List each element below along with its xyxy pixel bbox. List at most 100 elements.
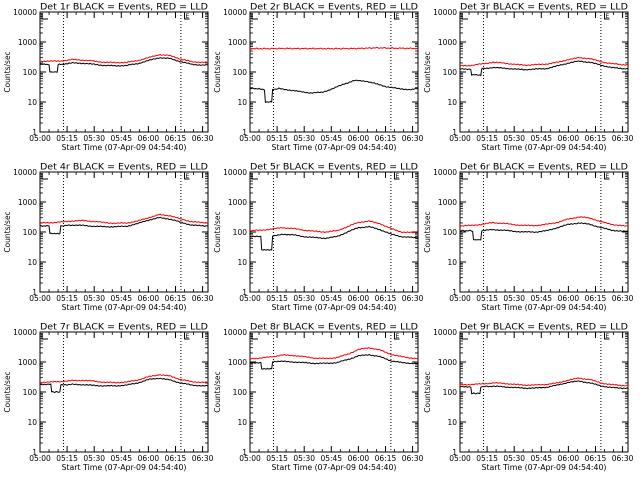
y-axis-label: Counts/sec [3,211,12,252]
panel-det-8: Det 8r BLACK = Events, RED = LLD 1 10 100 10… [213,322,424,473]
y-tick-label: 1000 [438,358,457,367]
x-tick-label: 06:30 [192,134,214,143]
flag-mark [394,173,400,180]
plot-frame [39,11,209,133]
y-tick-label: 1000 [18,198,37,207]
x-tick-label: 05:45 [530,134,552,143]
corner-mark [251,174,258,180]
x-tick-label: 05:45 [530,454,552,463]
x-tick-label: 05:15 [56,454,78,463]
y-tick-label: 10000 [13,168,37,177]
x-tick-label: 06:15 [375,294,397,303]
y-axis: 1 10 100 1000 10000 [223,168,418,297]
x-axis-label: Start Time (07-Apr-09 04:54:40) [272,463,397,472]
flag-label: E [606,333,610,340]
x-axis: 05:00 05:15 05:30 05:45 06:00 06:15 06:30 [449,12,634,143]
y-tick-label: 1 [32,128,37,137]
x-tick-label: 06:00 [138,294,160,303]
x-tick-label: 06:15 [165,134,187,143]
y-tick-label: 10 [447,258,457,267]
y-tick-label: 1 [242,448,247,457]
corner-mark [251,14,258,20]
x-tick-label: 06:30 [402,134,424,143]
x-tick-label: 05:30 [83,454,105,463]
y-axis: 1 10 100 1000 10000 [223,328,418,457]
panel-det-9: Det 9r BLACK = Events, RED = LLD 1 10 100 10… [423,322,634,473]
series-line-red [39,54,208,64]
x-tick-label: 06:00 [558,454,580,463]
flag-mark [604,173,610,180]
flag-mark [184,173,190,180]
x-tick-label: 05:15 [266,134,288,143]
y-tick-label: 1000 [438,38,457,47]
y-tick-label: 10000 [433,328,457,337]
corner-mark [41,14,48,20]
y-tick-label: 100 [23,68,38,77]
panel-title: Det 5r BLACK = Events, RED = LLD [250,162,418,172]
x-tick-label: 06:15 [585,454,607,463]
flag-mark [184,333,190,340]
flag-label: E [186,173,190,180]
y-tick-label: 10000 [223,168,247,177]
y-tick-label: 1 [242,128,247,137]
x-axis-label: Start Time (07-Apr-09 04:54:40) [482,463,607,472]
y-axis: 1 10 100 1000 10000 [433,328,628,457]
y-tick-label: 1 [452,448,457,457]
panel-title: Det 4r BLACK = Events, RED = LLD [40,162,208,172]
corner-mark [461,334,468,340]
x-tick-label: 05:30 [293,454,315,463]
series-line-black [249,225,419,251]
x-tick-label: 05:30 [503,454,525,463]
flag-mark [394,13,400,20]
corner-mark [461,174,468,180]
x-tick-label: 05:45 [110,454,132,463]
y-tick-label: 100 [443,388,458,397]
x-tick-label: 06:15 [585,134,607,143]
x-tick-label: 05:45 [320,454,342,463]
y-tick-label: 1 [32,448,37,457]
y-tick-label: 10 [237,258,247,267]
x-axis: 05:00 05:15 05:30 05:45 06:00 06:15 06:30 [239,172,424,303]
x-axis-label: Start Time (07-Apr-09 04:54:40) [272,303,397,312]
series-line-red [249,46,419,50]
x-tick-label: 05:15 [56,134,78,143]
plot-frame [459,11,629,133]
x-axis: 05:00 05:15 05:30 05:45 06:00 06:15 06:30 [29,12,214,143]
y-axis-label: Counts/sec [213,371,222,412]
x-tick-label: 05:45 [530,294,552,303]
y-tick-label: 1000 [228,198,247,207]
y-axis-label: Counts/sec [213,51,222,92]
series-line-red [459,57,629,67]
series-line-black [249,354,419,370]
series-line-black [249,79,419,103]
y-tick-label: 100 [233,388,248,397]
y-tick-label: 100 [233,68,248,77]
panel-det-6: Det 6r BLACK = Events, RED = LLD 1 10 100 10… [423,162,634,313]
x-tick-label: 05:00 [29,454,51,463]
x-axis-label: Start Time (07-Apr-09 04:54:40) [272,143,397,152]
x-tick-label: 06:15 [585,294,607,303]
y-tick-label: 1 [452,128,457,137]
x-tick-label: 05:15 [476,294,498,303]
y-axis-label: Counts/sec [423,51,432,92]
flag-label: E [606,173,610,180]
x-tick-label: 05:45 [110,134,132,143]
x-tick-label: 06:30 [192,294,214,303]
series-line-black [459,60,629,76]
flag-label: E [606,13,610,20]
y-tick-label: 100 [233,228,248,237]
corner-mark [41,174,48,180]
x-tick-label: 06:15 [165,454,187,463]
x-tick-label: 05:45 [320,134,342,143]
y-tick-label: 1 [242,288,247,297]
y-axis-label: Counts/sec [3,51,12,92]
flag-label: E [396,333,400,340]
series-line-red [459,377,629,387]
x-axis: 05:00 05:15 05:30 05:45 06:00 06:15 06:30 [449,332,634,463]
y-tick-label: 10000 [223,328,247,337]
panel-det-5: Det 5r BLACK = Events, RED = LLD 1 10 100 10… [213,162,424,313]
y-axis: 1 10 100 1000 10000 [433,168,628,297]
x-tick-label: 05:30 [293,134,315,143]
x-tick-label: 06:30 [192,454,214,463]
